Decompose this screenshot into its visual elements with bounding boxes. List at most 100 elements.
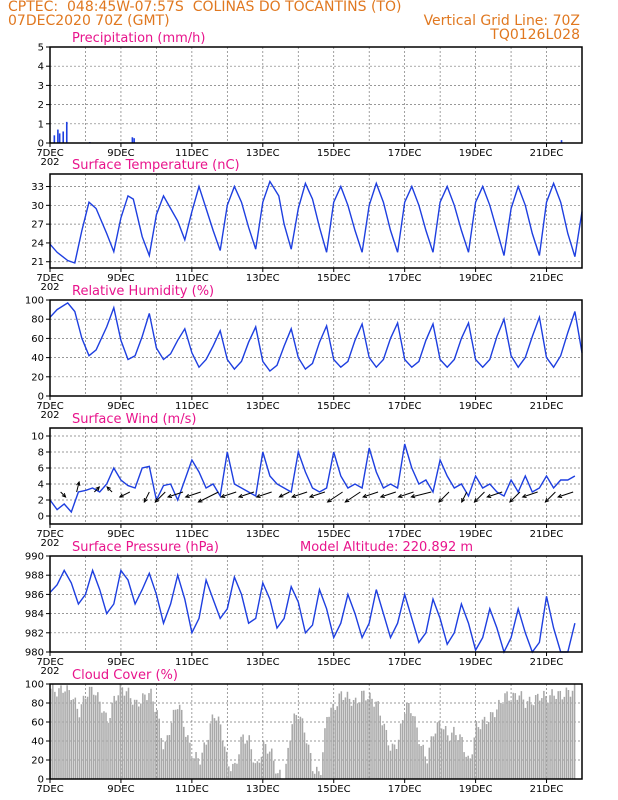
cloud-bar [170,722,173,779]
cloud-bar [289,740,291,779]
wind-vector [380,491,396,498]
cloud-bar [131,704,134,779]
cloud-bar [123,695,126,779]
cloud-bar [316,766,318,779]
cloud-bar [72,699,75,779]
cloud-bar [54,691,56,779]
cloud-xtick-label: 21DEC [530,784,564,795]
precipitation-ytick-label: 3 [38,81,44,92]
cloud-bar [539,700,541,779]
cloud-bar [381,725,384,779]
cloud-bar [444,726,447,779]
cloud-bar [205,744,208,779]
cloud-bar [127,687,130,779]
cloud-bar [536,693,539,779]
pressure-xtick-label: 19DEC [459,657,493,668]
wind-series-line [49,443,576,514]
precipitation-xtick-label: 7DEC [36,148,63,159]
cloud-frame [49,683,583,780]
cloud-bar [178,704,181,779]
humidity-xtick-label: 13DEC [246,401,280,412]
cloud-bar [90,686,93,779]
wind-vector-head [557,493,563,498]
cloud-bar [522,699,525,779]
cloud-bar [504,693,506,779]
cloud-bar [403,713,406,779]
wind-vector-head [184,493,190,498]
wind-vector-head [308,493,314,498]
pressure-xtick-label: 21DEC [530,657,564,668]
cloud-bar [232,763,234,779]
precipitation-ytick-label: 2 [38,100,44,111]
wind-vector-head [278,493,284,498]
cloud-bar [68,690,70,779]
cloud-bar [50,688,52,779]
humidity-xtick-label: 7DEC [36,401,63,412]
cloud-bar [340,691,343,779]
wind-vector-head [118,493,124,498]
temperature-xtick-label: 17DEC [388,273,422,284]
temperature-ytick-label: 24 [31,238,44,249]
cloud-bar [305,743,308,779]
wind-vector [327,491,343,503]
cloud-bar [311,771,314,779]
cloud-bar [162,749,165,779]
cloud-bar [291,724,293,779]
precipitation-frame [49,46,583,144]
pressure-ytick-label: 986 [25,590,44,601]
wind-vector [411,491,432,498]
cloud-bar [129,698,132,779]
cloud-bar [230,771,232,779]
cloud-bar [557,691,559,779]
wind-vector-head [509,498,514,503]
cloud-bar [350,705,353,779]
cloud-bar [172,709,175,779]
cloud-bar [436,722,439,779]
cloud-bar [279,769,281,779]
cloud-bar [92,694,95,779]
precipitation-xtick-label: 9DEC [107,148,134,159]
wind-vector [291,491,308,498]
cloud-bar [365,700,367,779]
wind-plot-area [50,428,582,524]
cloud-bar [555,698,557,779]
precipitation-bar [58,133,61,143]
cloud-bar [125,691,128,779]
cloud-bar [174,709,177,779]
humidity-series-line [49,301,583,373]
cloud-bar [273,760,275,779]
cloud-bar [391,743,394,779]
cloud-bar [373,706,375,779]
cloud-bar [156,710,158,779]
cloud-bar [469,758,471,779]
cloud-bar [549,695,551,779]
precipitation-xtick-label: 21DEC [530,148,564,159]
cloud-bar [88,686,91,779]
cloud-xtick-label: 17DEC [388,784,422,795]
cloud-bar [567,689,570,779]
cloud-bar [430,736,433,779]
cloud-bar [420,746,422,779]
cloud-ytick-label: 20 [31,756,44,767]
wind-vector-head [344,498,350,503]
cloud-bar [295,715,298,779]
wind-vector-head [397,493,403,498]
temperature-plot-area [50,174,582,268]
cloud-bar [111,702,113,779]
cloud-bar [238,754,240,779]
cloud-bar [371,698,373,779]
precipitation-ytick-label: 0 [38,139,44,150]
cloud-bar [101,712,103,779]
cloud-bar [356,703,359,779]
cloud-bar [571,690,574,779]
cloud-bar [512,692,514,779]
cloud-bar [301,718,304,779]
pressure-xtick-label: 13DEC [246,657,280,668]
cloud-bar [559,690,562,779]
cloud-bar [342,699,345,779]
cloud-bar [383,723,386,779]
cloud-bar [103,711,105,779]
cloud-bar [277,773,279,779]
cloud-bar [213,718,216,779]
temperature-xtick-label: 13DEC [246,273,280,284]
